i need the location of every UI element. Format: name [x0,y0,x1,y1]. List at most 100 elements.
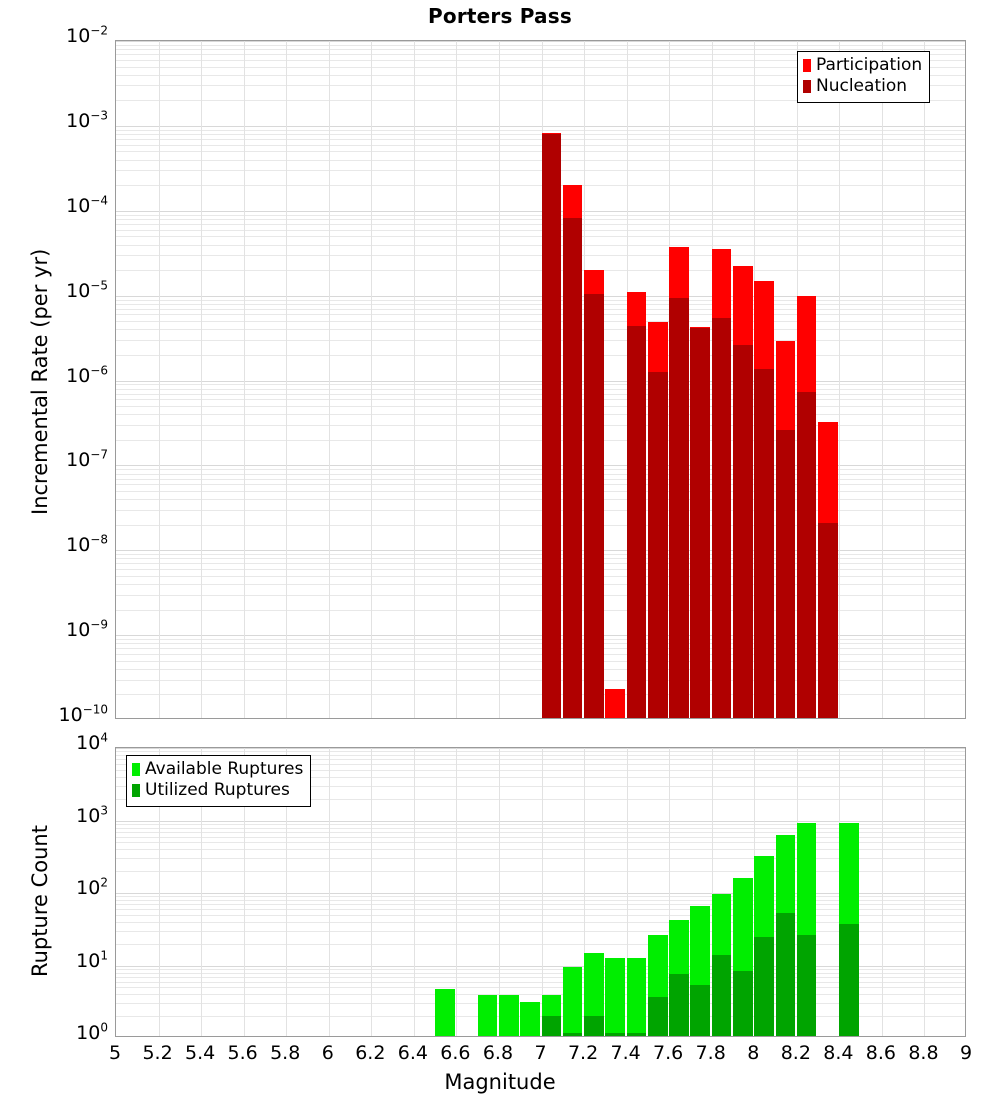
bar-group [690,41,711,718]
available-ruptures-bar [520,1002,540,1036]
gridline [116,126,965,127]
gridline [116,255,965,256]
bar-group [754,41,774,718]
available-ruptures-bar [562,966,583,1036]
gridline-vertical [371,748,372,1036]
gridline [116,661,965,662]
gridline [116,1003,965,1004]
bar-group [562,748,583,1036]
legend-item: Nucleation [803,76,922,97]
y-tick-label: 104 [76,730,108,754]
gridline [116,85,965,86]
gridline [116,748,965,749]
gridline-vertical [456,41,457,718]
nucleation-bar [732,344,753,718]
gridline-vertical [329,748,330,1036]
bar-group [669,748,689,1036]
bar-group [796,41,817,718]
utilized-ruptures-bar [562,1032,583,1036]
x-tick-label: 7.4 [610,1042,641,1064]
bar-group [477,748,498,1036]
gridline [116,67,965,68]
gridline [116,440,965,441]
gridline-vertical [627,748,628,1036]
bar-group [541,748,562,1036]
gridline [116,54,965,55]
gridline [116,160,965,161]
gridline-vertical [499,748,500,1036]
gridline [116,828,965,829]
gridline [116,399,965,400]
bottom-y-axis-title: Rupture Count [28,825,52,977]
gridline [116,134,965,135]
gridline [116,329,965,330]
gridline [116,355,965,356]
x-tick-label: 5.8 [270,1042,301,1064]
y-tick-label: 103 [76,803,108,827]
bar-group [775,41,796,718]
gridline [116,245,965,246]
y-tick-label: 10−10 [58,702,108,726]
gridline [116,41,965,42]
gridline [116,893,965,894]
gridline [116,837,965,838]
gridline [116,321,965,322]
x-tick-label: 7 [534,1042,547,1064]
bar-group [605,41,625,718]
top-y-axis-title: Incremental Rate (per yr) [28,248,52,515]
gridline [116,973,965,974]
gridline [116,648,965,649]
bar-group [711,748,732,1036]
available-ruptures-bar [626,957,647,1036]
gridline [116,469,965,470]
gridline [116,777,965,778]
gridline [116,915,965,916]
x-tick-label: 7.2 [567,1042,599,1064]
gridline [116,510,965,511]
legend-item: Utilized Ruptures [132,780,303,801]
gridline [116,145,965,146]
y-tick-label: 10−8 [66,532,108,557]
y-tick-label: 10−2 [66,23,108,47]
gridline-vertical [542,748,543,1036]
x-tick-label: 5 [108,1042,122,1064]
utilized-ruptures-bar [775,912,796,1036]
gridline-vertical [201,748,202,1036]
x-tick-label: 7.8 [695,1042,726,1064]
x-tick-label: 5.6 [227,1042,258,1064]
x-tick-label: 8.8 [908,1042,939,1064]
gridline [116,764,965,765]
gridline-vertical [159,41,160,718]
bar-group [690,748,711,1036]
gridline [116,525,965,526]
nucleation-bar [647,371,668,718]
nucleation-bar [711,317,732,718]
gridline [116,759,965,760]
gridline [116,576,965,577]
participation-bar [605,688,625,718]
bar-group [732,748,753,1036]
gridline [116,219,965,220]
gridline-vertical [371,41,372,718]
gridline-vertical [882,41,883,718]
gridline [116,406,965,407]
gridline-vertical [329,41,330,718]
nucleation-bar [626,325,647,718]
nucleation-bar [584,293,604,718]
legend-swatch-icon [132,763,140,777]
gridline [116,610,965,611]
gridline [116,230,965,231]
nucleation-bar [690,328,711,718]
legend-item: Participation [803,55,922,76]
y-tick-label: 10−3 [66,108,108,132]
gridline-vertical [882,748,883,1036]
gridline [116,569,965,570]
gridline-vertical [244,748,245,1036]
bar-group [626,748,647,1036]
legend-label: Utilized Ruptures [145,780,290,801]
gridline [116,554,965,555]
gridline [116,211,965,212]
gridline [116,669,965,670]
gridline [116,931,965,932]
bar-group [796,748,817,1036]
